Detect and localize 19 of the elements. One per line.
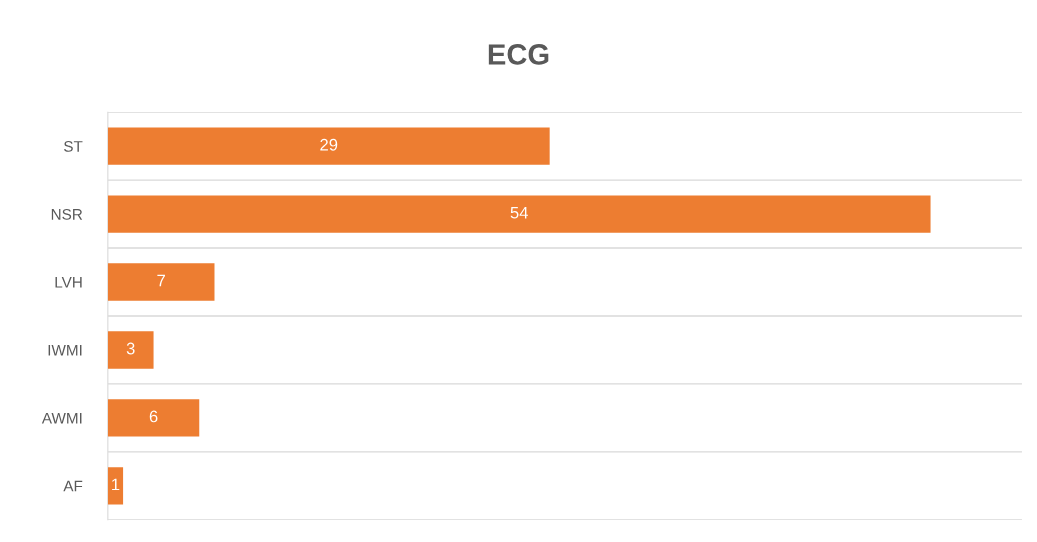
data-label: 1 xyxy=(112,478,120,491)
bar xyxy=(107,467,124,505)
chart-title: ECG xyxy=(488,44,549,65)
bar xyxy=(107,127,550,165)
bar xyxy=(107,195,931,233)
data-label: 6 xyxy=(149,410,158,423)
y-tick-label: IWMI xyxy=(48,344,82,356)
y-tick-label: AWMI xyxy=(41,412,82,424)
y-tick-label: LVH xyxy=(55,277,82,288)
y-tick-label: NSR xyxy=(51,208,83,220)
bar xyxy=(107,399,200,437)
data-label: 54 xyxy=(510,206,528,219)
data-label: 7 xyxy=(157,274,165,287)
bar xyxy=(107,331,154,369)
y-tick-label: ST xyxy=(64,141,83,152)
bar xyxy=(107,263,215,301)
data-label: 3 xyxy=(126,342,135,355)
y-tick-label: AF xyxy=(63,480,83,492)
data-label: 29 xyxy=(320,138,338,151)
